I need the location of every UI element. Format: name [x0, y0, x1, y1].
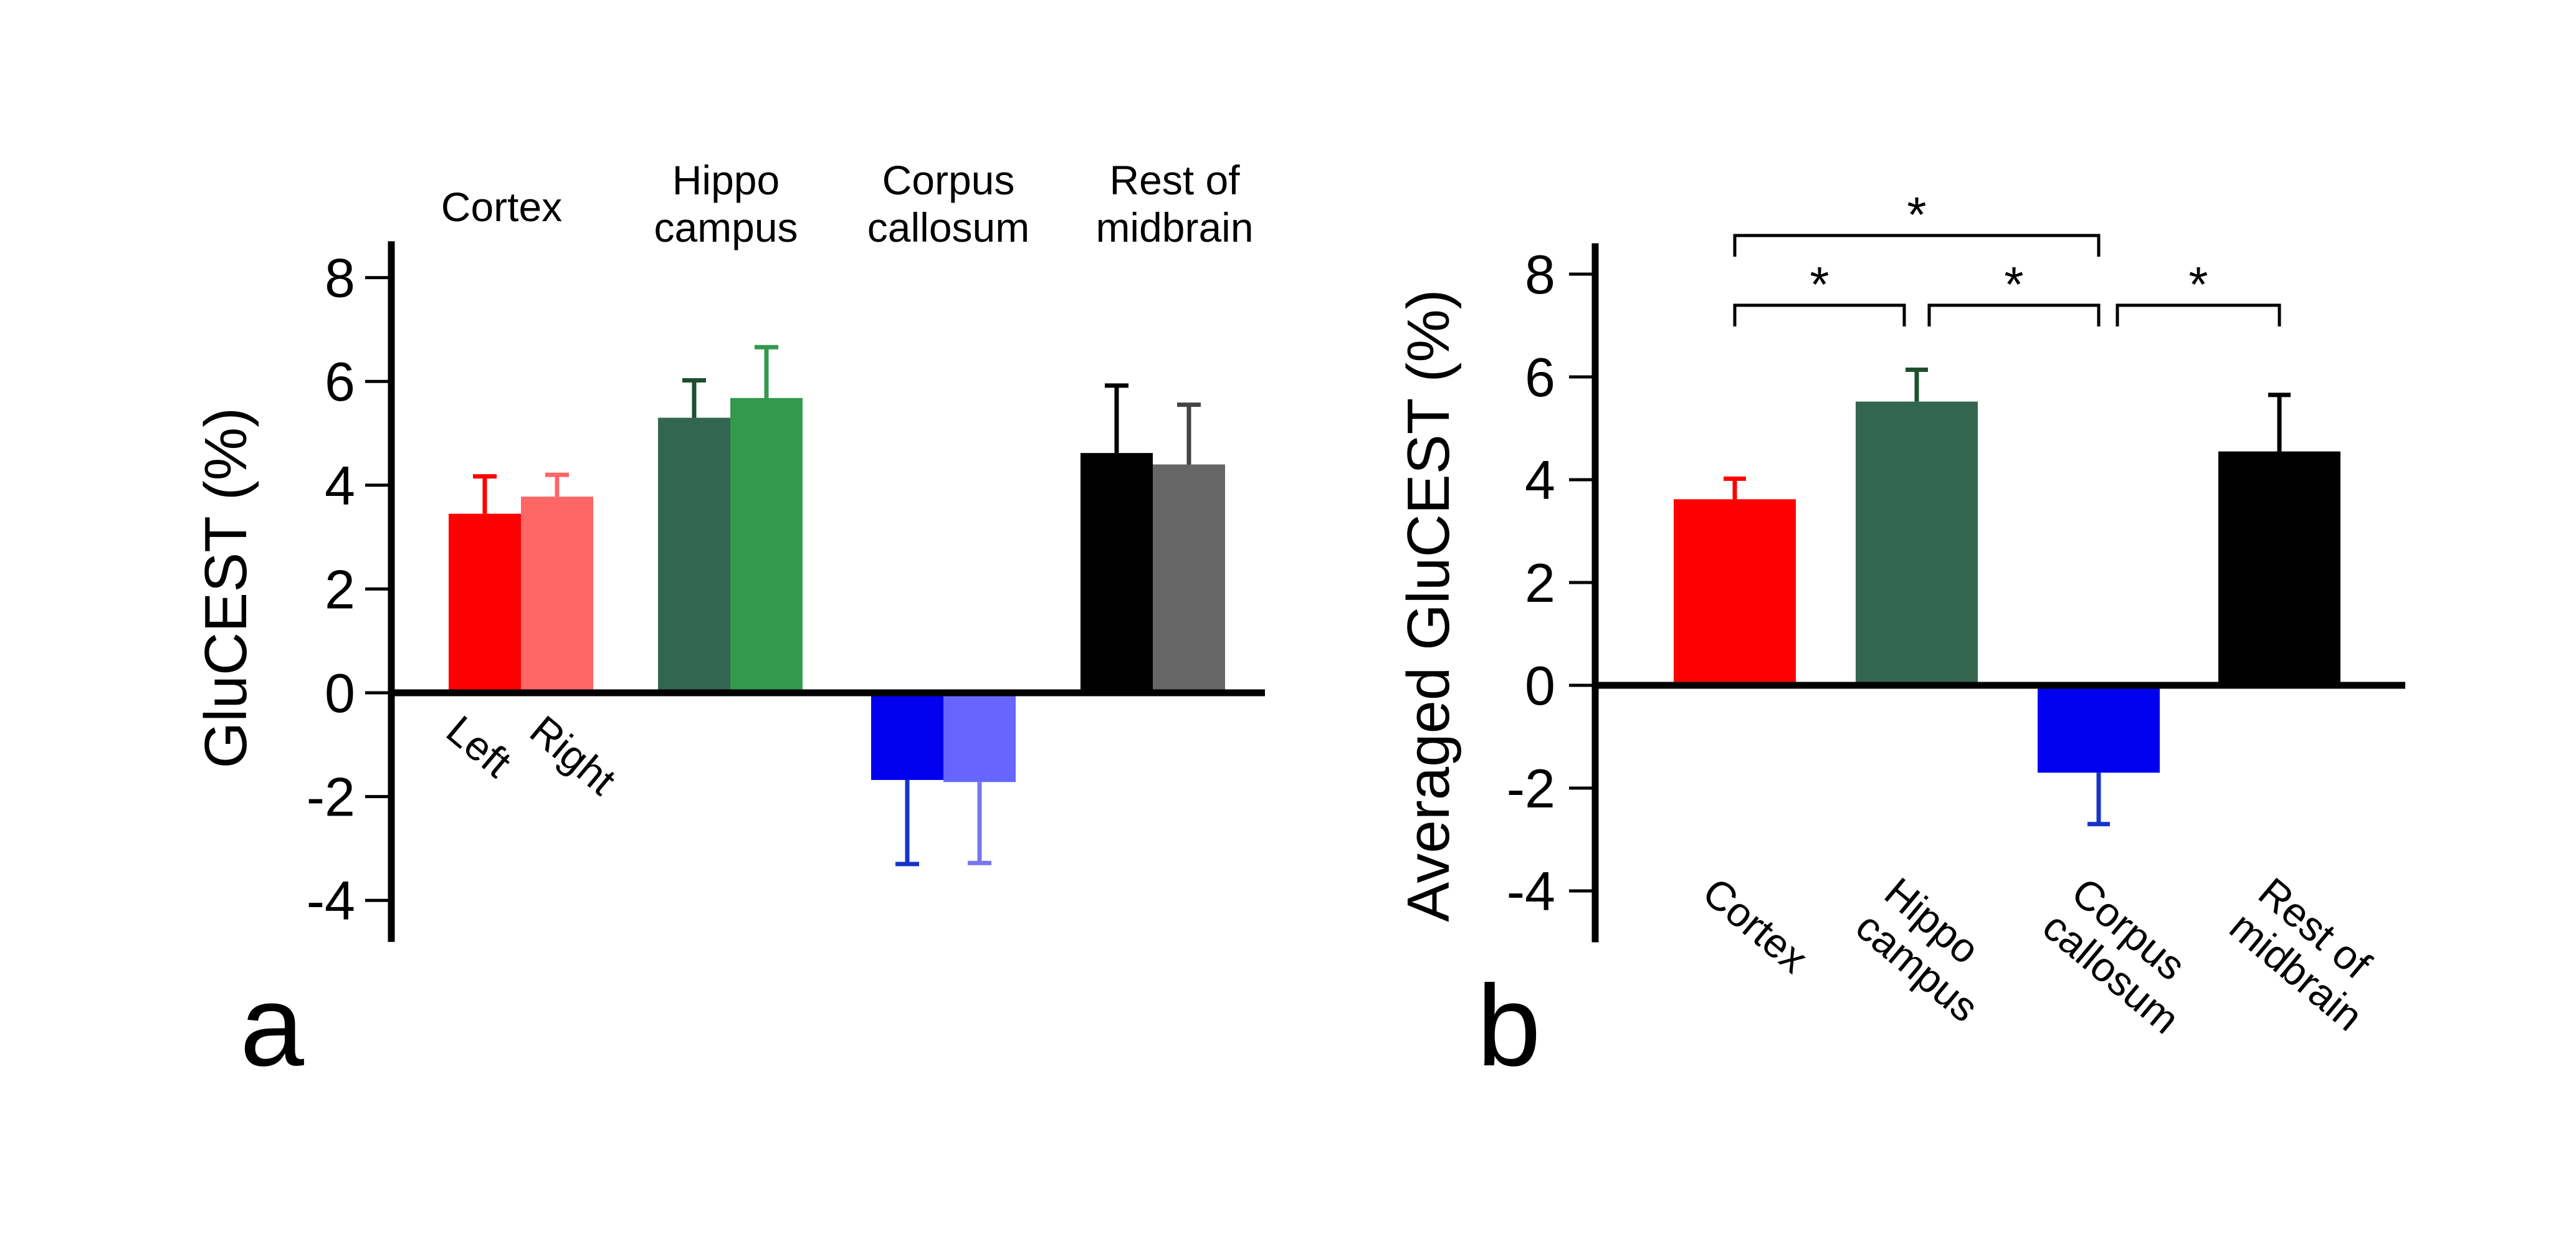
category-label: Cortex [1694, 868, 1816, 982]
y-tick-label: 8 [1525, 244, 1555, 305]
bar [943, 693, 1016, 782]
y-tick-label: -4 [1507, 860, 1555, 922]
bar [1080, 453, 1153, 693]
bar [658, 417, 730, 693]
category-label: Corpuscallosum [2035, 868, 2217, 1042]
bar [521, 497, 593, 693]
bar [871, 693, 943, 780]
hemisphere-label: Left [438, 706, 520, 786]
significance-bracket [1733, 303, 1906, 326]
y-tick-label: -2 [307, 766, 355, 828]
significance-bracket [1733, 234, 2101, 257]
y-tick-label: 0 [1525, 655, 1555, 716]
bar [2038, 685, 2160, 773]
category-label: Rest ofmidbrain [2221, 868, 2401, 1040]
y-tick-label: 8 [325, 247, 355, 309]
y-tick-label: 6 [325, 351, 355, 412]
panel-a-chart: 8 6 4 2 0 -2 -4 GluCEST (%) Cortex Hippo campus Cor… [193, 157, 1265, 942]
y-tick-label: 2 [325, 558, 355, 620]
category-label: Hippocampus [1848, 868, 2016, 1030]
y-tick-label: 4 [1525, 449, 1555, 511]
y-tick-label: 2 [1525, 552, 1555, 614]
category-label: Cortex [441, 184, 562, 230]
bar [1674, 499, 1796, 685]
y-tick-label: -4 [307, 870, 355, 931]
significance-star: * [2004, 257, 2023, 312]
significance-star: * [1810, 257, 1829, 312]
significance-bracket [1927, 303, 2101, 326]
y-tick-label: 4 [325, 455, 355, 516]
y-axis-label: Averaged GluCEST (%) [1395, 289, 1462, 922]
y-tick-label: 0 [325, 662, 355, 724]
bar [449, 513, 521, 693]
significance-star: * [2188, 257, 2208, 312]
bar [1153, 464, 1225, 693]
bar [2218, 451, 2340, 685]
panel-a-letter: a [240, 962, 304, 1090]
significance-star: * [1907, 187, 1926, 242]
bar [1856, 401, 1978, 685]
hemisphere-label: Right [522, 706, 625, 804]
panel-b-letter: b [1477, 962, 1541, 1090]
significance-bracket [2116, 303, 2281, 326]
bar [730, 397, 803, 693]
y-tick-label: 6 [1525, 346, 1555, 408]
panel-b-chart: 8 6 4 2 0 -2 -4 Averaged GluCEST (%) * * * * Cortex H… [1395, 187, 2405, 1042]
y-tick-label: -2 [1507, 758, 1555, 819]
y-axis-label: GluCEST (%) [193, 407, 259, 769]
